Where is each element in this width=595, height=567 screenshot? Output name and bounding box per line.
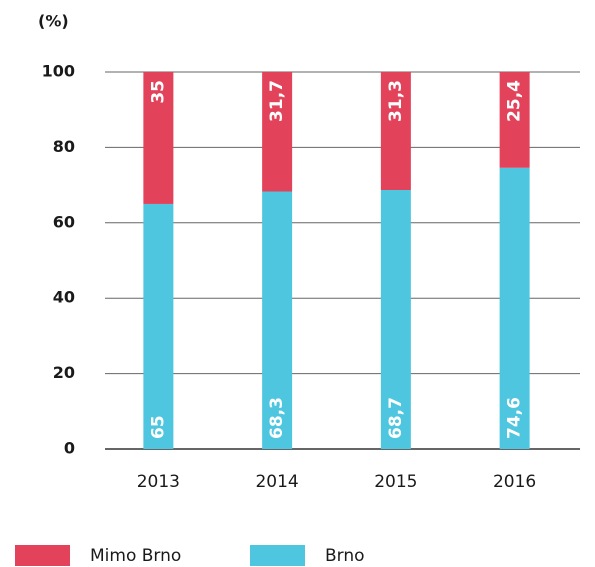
legend-swatch xyxy=(250,545,305,566)
legend-label: Mimo Brno xyxy=(90,546,181,566)
value-label: 25,4 xyxy=(505,80,525,122)
bar-segment xyxy=(262,72,293,192)
y-axis-label: (%) xyxy=(38,12,69,31)
y-tick-label: 80 xyxy=(53,137,75,156)
value-label: 31,3 xyxy=(386,80,406,122)
x-tick-label: 2015 xyxy=(374,472,417,492)
bar-segment xyxy=(143,203,174,449)
x-tick-label: 2016 xyxy=(493,472,536,492)
y-tick-label: 0 xyxy=(64,439,75,458)
bar-segment xyxy=(262,191,293,449)
y-tick-label: 40 xyxy=(53,288,75,307)
bar-segment xyxy=(499,167,530,449)
y-tick-label: 20 xyxy=(53,363,75,382)
bar-segment xyxy=(499,72,530,168)
legend-swatch xyxy=(15,545,70,566)
bar-segment xyxy=(143,72,174,204)
y-tick-label: 100 xyxy=(42,62,75,81)
y-tick-label: 60 xyxy=(53,212,75,231)
x-tick-label: 2014 xyxy=(255,472,298,492)
x-tick-label: 2013 xyxy=(137,472,180,492)
value-label: 68,7 xyxy=(386,397,406,439)
value-label: 65 xyxy=(148,415,168,439)
legend-label: Brno xyxy=(325,546,365,566)
value-label: 31,7 xyxy=(267,80,287,122)
value-label: 68,3 xyxy=(267,397,287,439)
bar-segment xyxy=(380,190,411,449)
value-label: 74,6 xyxy=(505,397,525,439)
bar-segment xyxy=(380,72,411,191)
value-label: 35 xyxy=(148,80,168,104)
